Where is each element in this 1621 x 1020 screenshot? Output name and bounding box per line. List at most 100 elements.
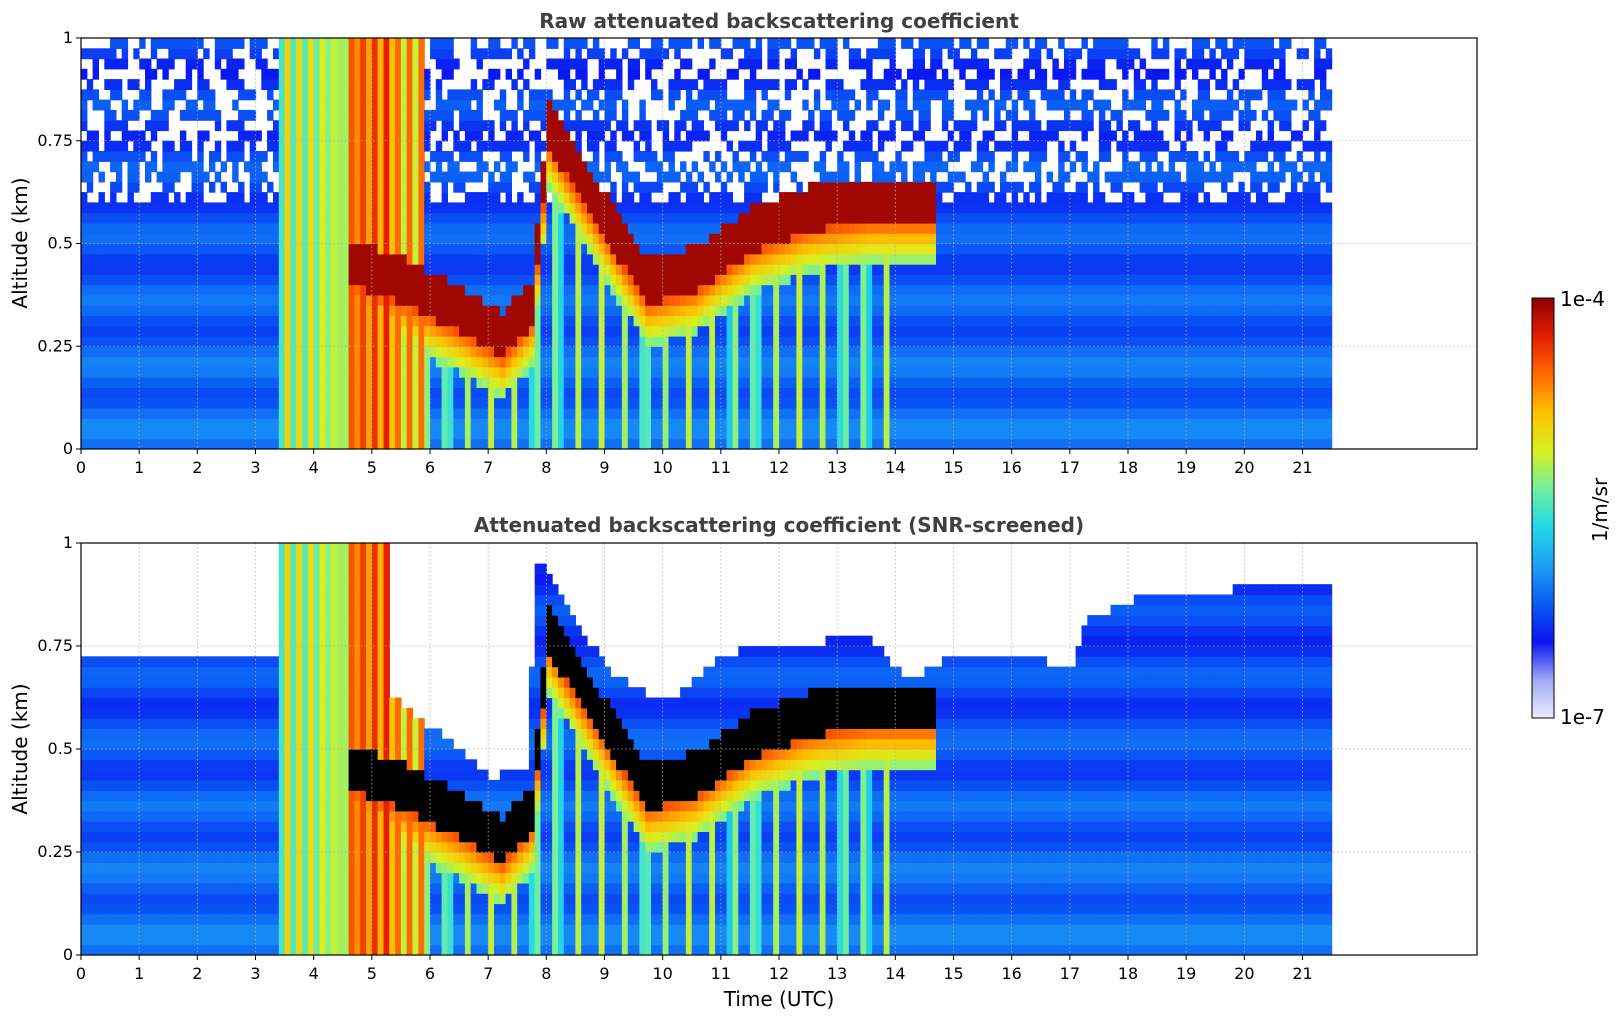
heatmap-cell [174,356,181,368]
heatmap-cell [633,438,640,449]
heatmap-cell [680,222,687,234]
heatmap-cell [325,253,332,265]
heatmap-cell [336,222,344,234]
heatmap-cell [575,120,582,132]
heatmap-cell [499,438,507,449]
heatmap-cell [895,181,902,193]
heatmap-cell [424,284,431,296]
heatmap-cell [860,140,867,152]
heatmap-cell [854,274,861,286]
heatmap-cell [784,294,792,306]
heatmap-cell [848,222,856,234]
heatmap-cell [552,120,559,132]
heatmap-cell [726,274,733,286]
heatmap-cell [267,336,274,347]
heatmap-cell [412,356,419,368]
heatmap-cell [412,38,419,49]
heatmap-cell [732,222,739,234]
heatmap-cell [145,418,152,430]
heatmap-cell [616,336,623,347]
heatmap-cell [796,428,803,440]
heatmap-cell [313,253,321,265]
heatmap-cell [238,243,245,255]
heatmap-cell [563,58,571,70]
heatmap-cell [168,89,175,101]
heatmap-cell [575,264,582,275]
heatmap-cell [558,68,565,80]
heatmap-cell [598,212,606,224]
heatmap-cell [715,264,722,275]
heatmap-cell [610,253,617,265]
heatmap-cell [278,243,286,255]
heatmap-cell [761,120,768,132]
heatmap-cell [843,264,850,275]
heatmap-cell [860,294,867,306]
heatmap-cell [92,151,99,162]
heatmap-cell [784,336,792,347]
heatmap-cell [488,140,495,152]
heatmap-cell [395,346,402,358]
heatmap-cell [255,397,262,409]
heatmap-cell [150,233,158,245]
heatmap-cell [528,325,536,337]
heatmap-cell [494,387,501,399]
heatmap-cell [877,264,885,275]
heatmap-cell [325,58,332,70]
heatmap-cell [92,243,99,255]
heatmap-cell [273,305,280,316]
heatmap-cell [179,407,187,419]
heatmap-cell [907,109,914,121]
heatmap-cell [877,294,885,306]
heatmap-cell [546,325,553,337]
heatmap-cell [302,274,309,286]
heatmap-cell [267,140,274,152]
heatmap-cell [81,222,88,234]
heatmap-cell [616,68,623,80]
heatmap-cell [744,346,751,358]
heatmap-cell [354,387,361,399]
heatmap-cell [243,212,251,224]
heatmap-cell [214,377,222,388]
heatmap-cell [86,407,94,419]
heatmap-cell [238,222,245,234]
heatmap-cell [819,243,827,255]
heatmap-cell [313,212,321,224]
heatmap-cell [319,418,326,430]
heatmap-cell [92,438,99,449]
heatmap-cell [470,397,478,409]
heatmap-cell [703,151,710,162]
heatmap-cell [209,274,216,286]
heatmap-cell [406,161,414,173]
heatmap-cell [843,120,850,132]
heatmap-cell [558,161,565,173]
heatmap-cell [360,212,367,224]
heatmap-cell [505,305,512,316]
heatmap-cell [447,38,454,49]
heatmap-cell [400,79,408,90]
heatmap-cell [726,222,733,234]
heatmap-cell [197,356,204,368]
heatmap-cell [703,79,710,90]
heatmap-cell [726,305,733,316]
heatmap-cell [854,161,861,173]
heatmap-cell [685,140,693,152]
heatmap-cell [505,407,512,419]
heatmap-cell [104,407,111,419]
heatmap-cell [848,407,856,419]
heatmap-cell [720,284,728,296]
heatmap-cell [209,346,216,358]
heatmap-cell [854,58,861,70]
heatmap-cell [709,274,716,286]
heatmap-cell [755,387,763,399]
heatmap-cell [633,418,640,430]
heatmap-cell [651,222,658,234]
heatmap-cell [563,253,571,265]
heatmap-cell [790,305,797,316]
heatmap-cell [726,171,733,183]
heatmap-cell [645,397,652,409]
heatmap-cell [476,274,483,286]
heatmap-cell [662,140,670,152]
heatmap-cell [680,397,687,409]
heatmap-cell [406,89,414,101]
heatmap-cell [284,305,291,316]
